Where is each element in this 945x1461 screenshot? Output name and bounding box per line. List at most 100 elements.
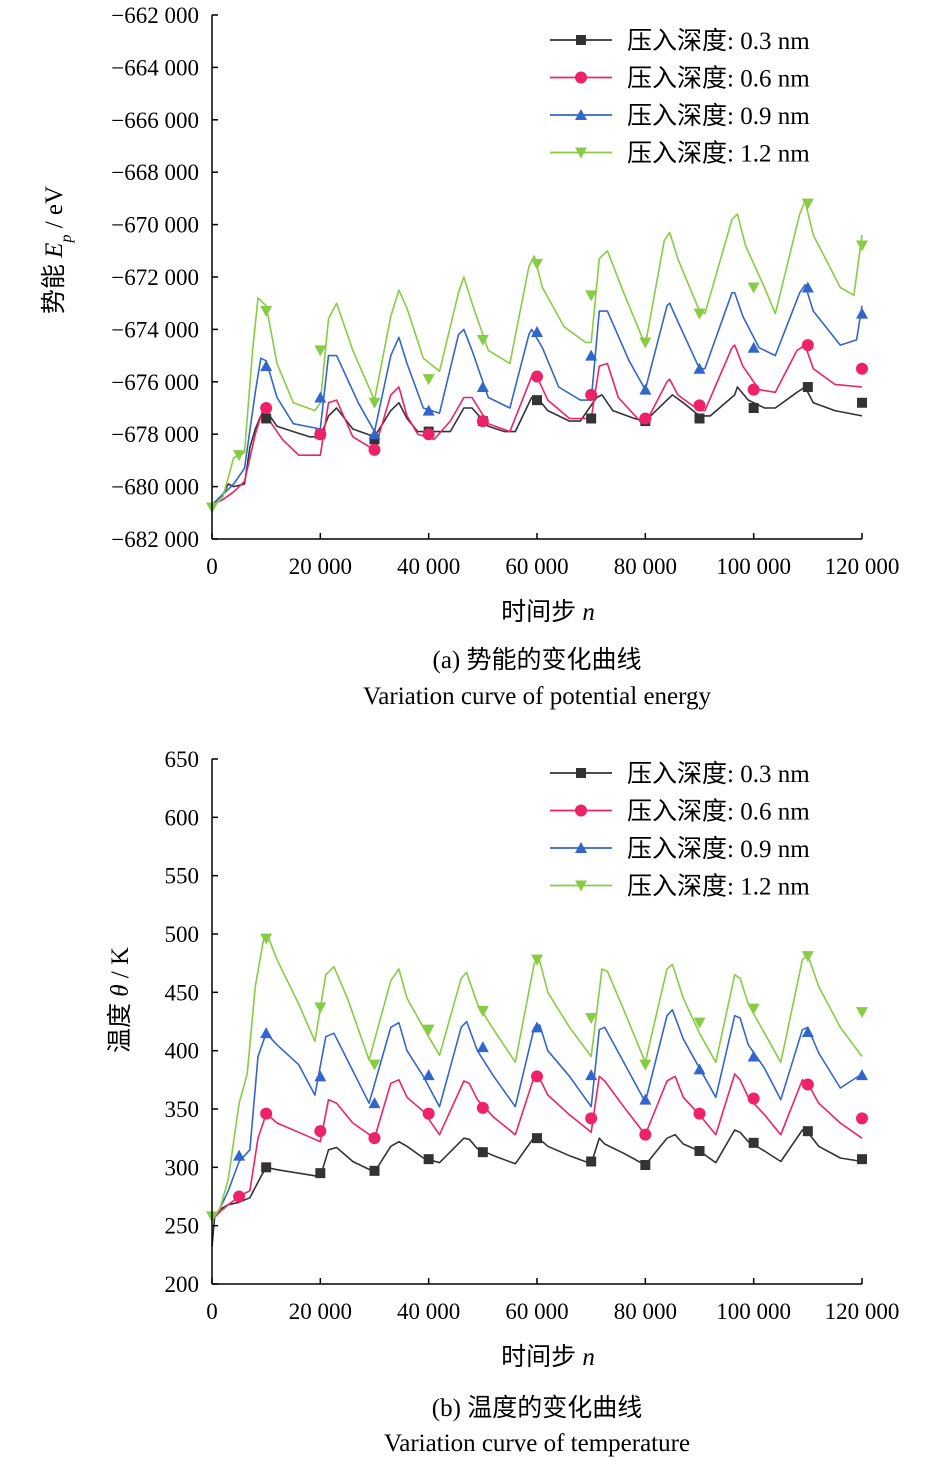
series-0-marker — [694, 1146, 705, 1156]
series-0-marker — [369, 434, 380, 445]
series-3-marker — [260, 306, 273, 318]
panel-a-ticks: 0 20 000 40 000 60 000 80 000 100 000 120 000 −… — [111, 3, 899, 579]
series-2-marker — [585, 349, 598, 361]
series-0-marker — [748, 1137, 759, 1148]
legend-label-1: 压入深度: 0.6 nm — [627, 798, 810, 826]
panel-a-caption-en: Variation curve of potential energy — [363, 683, 712, 710]
series-1-marker — [747, 1092, 760, 1105]
panel-b-caption-en: Variation curve of temperature — [384, 1430, 690, 1457]
legend-marker-1 — [575, 71, 587, 84]
legend-marker-0 — [576, 768, 586, 778]
series-1-marker — [531, 1070, 543, 1083]
legend-label-2: 压入深度: 0.9 nm — [627, 102, 810, 130]
panel-b-caption-cn: (b) 温度的变化曲线 — [432, 1394, 642, 1422]
y-tick-label: −672 000 — [111, 265, 199, 290]
series-line-3 — [211, 937, 863, 1221]
series-3-marker — [368, 1059, 381, 1071]
panel-b-legend: 压入深度: 0.3 nm 压入深度: 0.6 nm 压入深度: 0.9 nm 压入深度… — [550, 760, 810, 901]
legend-marker-3 — [575, 880, 587, 892]
series-2-marker — [422, 1069, 435, 1081]
series-1-marker — [801, 339, 814, 352]
legend-label-3: 压入深度: 1.2 nm — [627, 873, 810, 901]
series-3-marker — [639, 1059, 652, 1071]
series-3-marker — [801, 198, 814, 210]
series-3-marker — [422, 1024, 435, 1036]
series-1-marker — [531, 370, 543, 383]
series-1-marker — [260, 1107, 273, 1120]
legend-marker-2 — [575, 109, 587, 120]
series-2-marker — [747, 341, 760, 353]
series-3-marker — [693, 1017, 706, 1029]
series-0-marker — [802, 1126, 813, 1137]
y-tick-label: −668 000 — [111, 160, 199, 185]
series-1-marker — [368, 443, 381, 456]
x-tick-label: 0 — [206, 1299, 218, 1324]
y-tick-label: −680 000 — [111, 475, 199, 500]
series-1-marker — [639, 412, 652, 425]
y-tick-label: −682 000 — [111, 527, 199, 552]
series-1-marker — [693, 1107, 706, 1120]
series-line-3 — [211, 200, 863, 509]
series-0-marker — [586, 413, 597, 424]
series-2-marker — [314, 391, 327, 403]
series-1-marker — [368, 1132, 381, 1145]
series-3-marker — [476, 334, 489, 346]
series-2-marker — [693, 362, 706, 374]
panel-a-potential-energy: 0 20 000 40 000 60 000 80 000 100 000 120 000 −… — [40, 3, 899, 710]
series-1-marker — [314, 1125, 327, 1138]
series-line-2 — [211, 284, 863, 506]
series-2-marker — [639, 383, 652, 395]
series-1-marker — [585, 388, 598, 401]
series-3-marker — [856, 1007, 868, 1019]
series-0-marker — [748, 403, 759, 413]
series-3-marker — [531, 258, 543, 270]
series-3-marker — [639, 337, 652, 349]
series-0-marker — [640, 1160, 651, 1170]
y-tick-label: 250 — [165, 1214, 200, 1239]
series-3-marker — [314, 345, 327, 357]
x-tick-label: 80 000 — [614, 554, 677, 579]
x-tick-label: 100 000 — [716, 554, 791, 579]
series-2-marker — [368, 428, 381, 440]
series-line-1 — [211, 344, 863, 506]
series-0-marker — [423, 1154, 434, 1165]
y-tick-label: 650 — [165, 747, 200, 772]
series-0-marker — [261, 413, 272, 424]
x-tick-label: 60 000 — [505, 1299, 568, 1324]
series-0-marker — [694, 413, 705, 424]
series-line-1 — [211, 1073, 863, 1221]
series-2-marker — [801, 1026, 814, 1037]
panel-b-temperature: 0 20 000 40 000 60 000 80 000 100 000 120 000 6… — [106, 747, 899, 1457]
series-2-marker — [422, 404, 435, 416]
legend-label-0: 压入深度: 0.3 nm — [627, 760, 810, 788]
series-0-marker — [857, 1154, 867, 1165]
series-2-marker — [531, 326, 543, 338]
series-0-marker — [586, 1156, 597, 1167]
series-2-marker — [476, 381, 489, 393]
legend-marker-3 — [575, 147, 587, 159]
legend-marker-2 — [575, 842, 587, 853]
series-3-marker — [801, 951, 814, 963]
y-tick-label: −678 000 — [111, 422, 199, 447]
x-tick-label: 40 000 — [397, 1299, 460, 1324]
series-1-marker — [314, 428, 327, 441]
series-3-marker — [585, 1013, 598, 1024]
x-tick-label: 60 000 — [505, 554, 568, 579]
panel-a-x-axis-label: 时间步 n — [501, 598, 595, 626]
series-0-marker — [369, 1165, 380, 1176]
panel-a-legend: 压入深度: 0.3 nm 压入深度: 0.6 nm 压入深度: 0.9 nm 压入深度… — [550, 27, 810, 168]
series-3-marker — [368, 397, 381, 409]
panel-b-series-layer — [206, 933, 868, 1247]
y-tick-label: 350 — [165, 1097, 200, 1122]
series-1-marker — [585, 1112, 598, 1125]
y-tick-label: 500 — [165, 922, 200, 947]
legend-label-1: 压入深度: 0.6 nm — [627, 65, 810, 93]
y-tick-label: 600 — [165, 805, 200, 830]
series-1-marker — [476, 415, 489, 428]
series-line-0 — [211, 1129, 863, 1247]
series-2-marker — [476, 1041, 489, 1053]
x-tick-label: 20 000 — [289, 1299, 352, 1324]
x-tick-label: 40 000 — [397, 554, 460, 579]
series-3-marker — [531, 954, 543, 966]
series-0-marker — [532, 395, 542, 406]
